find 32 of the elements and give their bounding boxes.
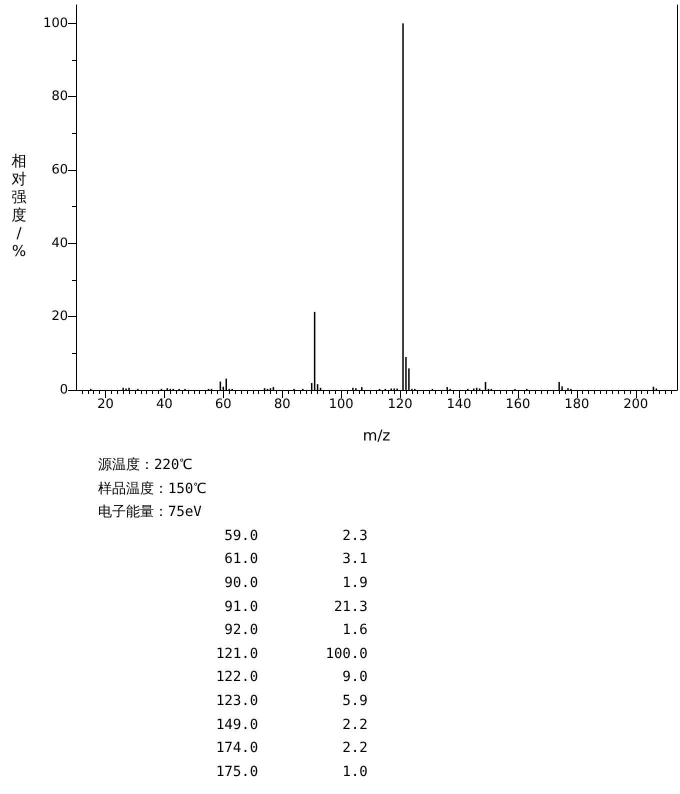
x-tick-label: 20 xyxy=(97,397,114,412)
text: 59.0 2.3 xyxy=(223,526,368,546)
text: 175.0 1.0 xyxy=(215,762,368,782)
y-tick-label: 20 xyxy=(51,309,68,324)
text: 123.0 5.9 xyxy=(215,692,368,711)
x-tick-label: 100 xyxy=(328,397,354,412)
y-tick-label: 100 xyxy=(43,16,68,31)
y-tick-label: 0 xyxy=(60,382,68,398)
x-tick-label: 40 xyxy=(156,397,173,412)
text: 61.0 3.1 xyxy=(223,550,368,570)
text: 121.0 100.0 xyxy=(215,644,368,664)
y-tick-label: 60 xyxy=(51,162,68,178)
text: 92.0 1.6 xyxy=(223,621,368,640)
x-tick-label: 160 xyxy=(506,397,530,412)
text: 122.0 9.0 xyxy=(215,668,368,688)
x-tick-label: 180 xyxy=(564,397,590,412)
y-tick-label: 80 xyxy=(51,89,68,104)
x-tick-label: 80 xyxy=(274,397,290,412)
x-tick-label: 120 xyxy=(388,397,412,412)
text: 149.0 2.2 xyxy=(215,716,368,735)
x-tick-label: 140 xyxy=(446,397,472,412)
x-axis-title: m/z xyxy=(362,426,390,444)
x-tick-label: 60 xyxy=(215,397,232,412)
text: 174.0 2.2 xyxy=(215,739,368,758)
text: 电子能量：75eV xyxy=(98,503,203,522)
y-tick-label: 40 xyxy=(51,236,68,251)
text: 源温度：220℃ xyxy=(98,456,194,475)
y-axis-title: 相对强度/% xyxy=(10,152,28,260)
text: 90.0 1.9 xyxy=(223,574,368,593)
text: 91.0 21.3 xyxy=(223,598,368,617)
text: 样品温度：150℃ xyxy=(98,480,208,499)
x-tick-label: 200 xyxy=(623,397,648,412)
